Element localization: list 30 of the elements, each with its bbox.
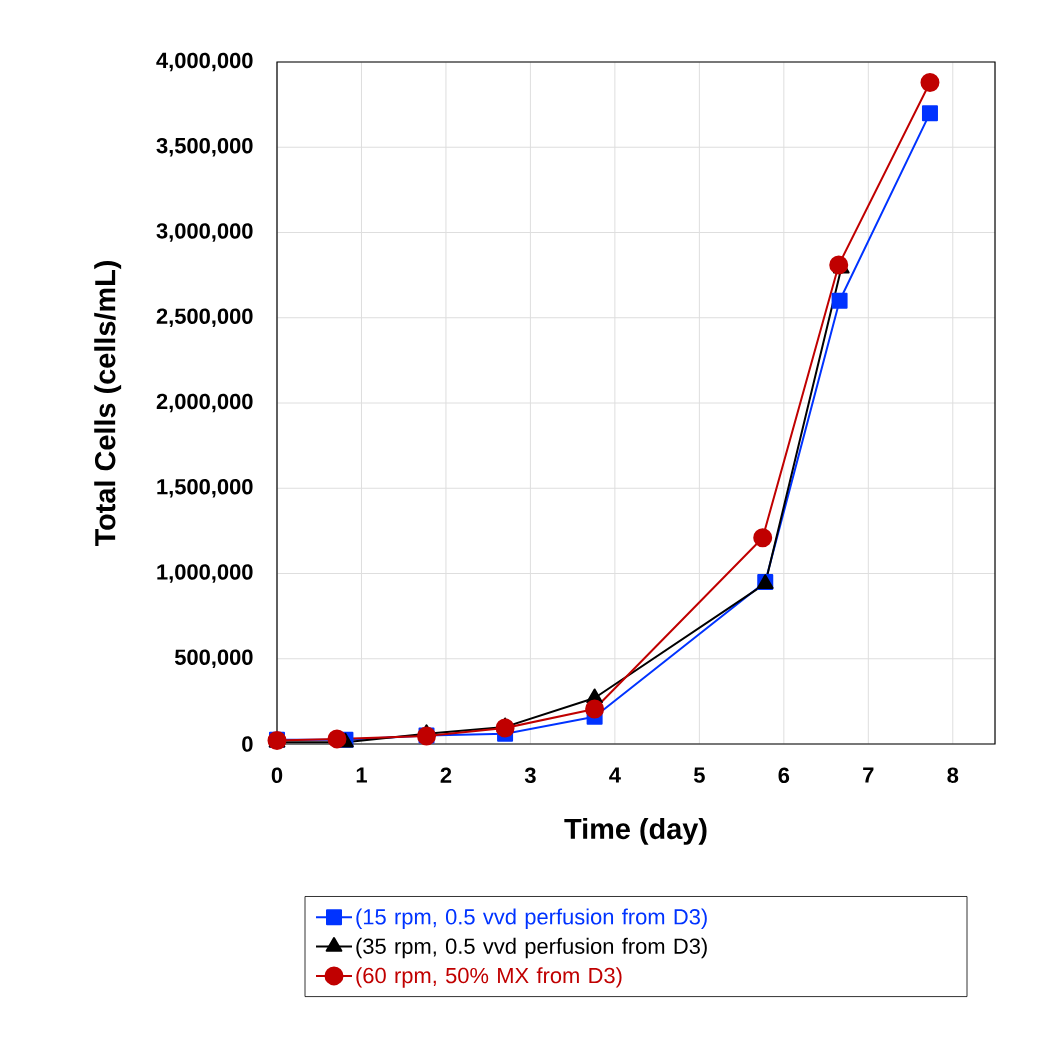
x-tick-label: 7: [863, 767, 874, 783]
y-tick-label: 0: [242, 736, 253, 752]
x-tick-label: 5: [693, 767, 705, 783]
y-tick-label: 2,500,000: [156, 308, 253, 328]
x-tick-label: 0: [271, 767, 283, 784]
point: [495, 718, 515, 738]
y-tick-label: 3,000,000: [156, 223, 253, 242]
x-tick-label: 8: [947, 767, 959, 784]
point: [585, 699, 605, 719]
x-tick-label: 4: [609, 767, 621, 783]
point: [831, 292, 848, 309]
x-tick-label: 2: [440, 767, 452, 783]
x-axis-title: Time (day): [564, 817, 707, 845]
x-tick-label: 3: [524, 767, 536, 784]
x-tick-label: 6: [778, 767, 790, 784]
y-tick-label: 1,500,000: [157, 478, 253, 498]
legend-label: (15 rpm, 0.5 vvd perfusion from D3): [356, 908, 707, 929]
y-tick-label: 4,000,000: [156, 52, 253, 72]
y-tick-label: 500,000: [174, 649, 253, 669]
y-axis-title: Total Cells (cells/mL): [94, 261, 122, 547]
legend-label: (60 rpm, 50% MX from D3): [356, 967, 622, 988]
y-tick-label: 2,000,000: [156, 393, 253, 413]
point: [327, 729, 347, 749]
point: [920, 72, 940, 92]
y-tick-label: 3,500,000: [156, 137, 253, 157]
point: [921, 105, 938, 122]
y-tick-label: 1,000,000: [157, 564, 253, 583]
point: [753, 528, 773, 548]
x-tick-label: 1: [356, 767, 367, 783]
legend-label: (35 rpm, 0.5 vvd perfusion from D3): [356, 937, 707, 959]
